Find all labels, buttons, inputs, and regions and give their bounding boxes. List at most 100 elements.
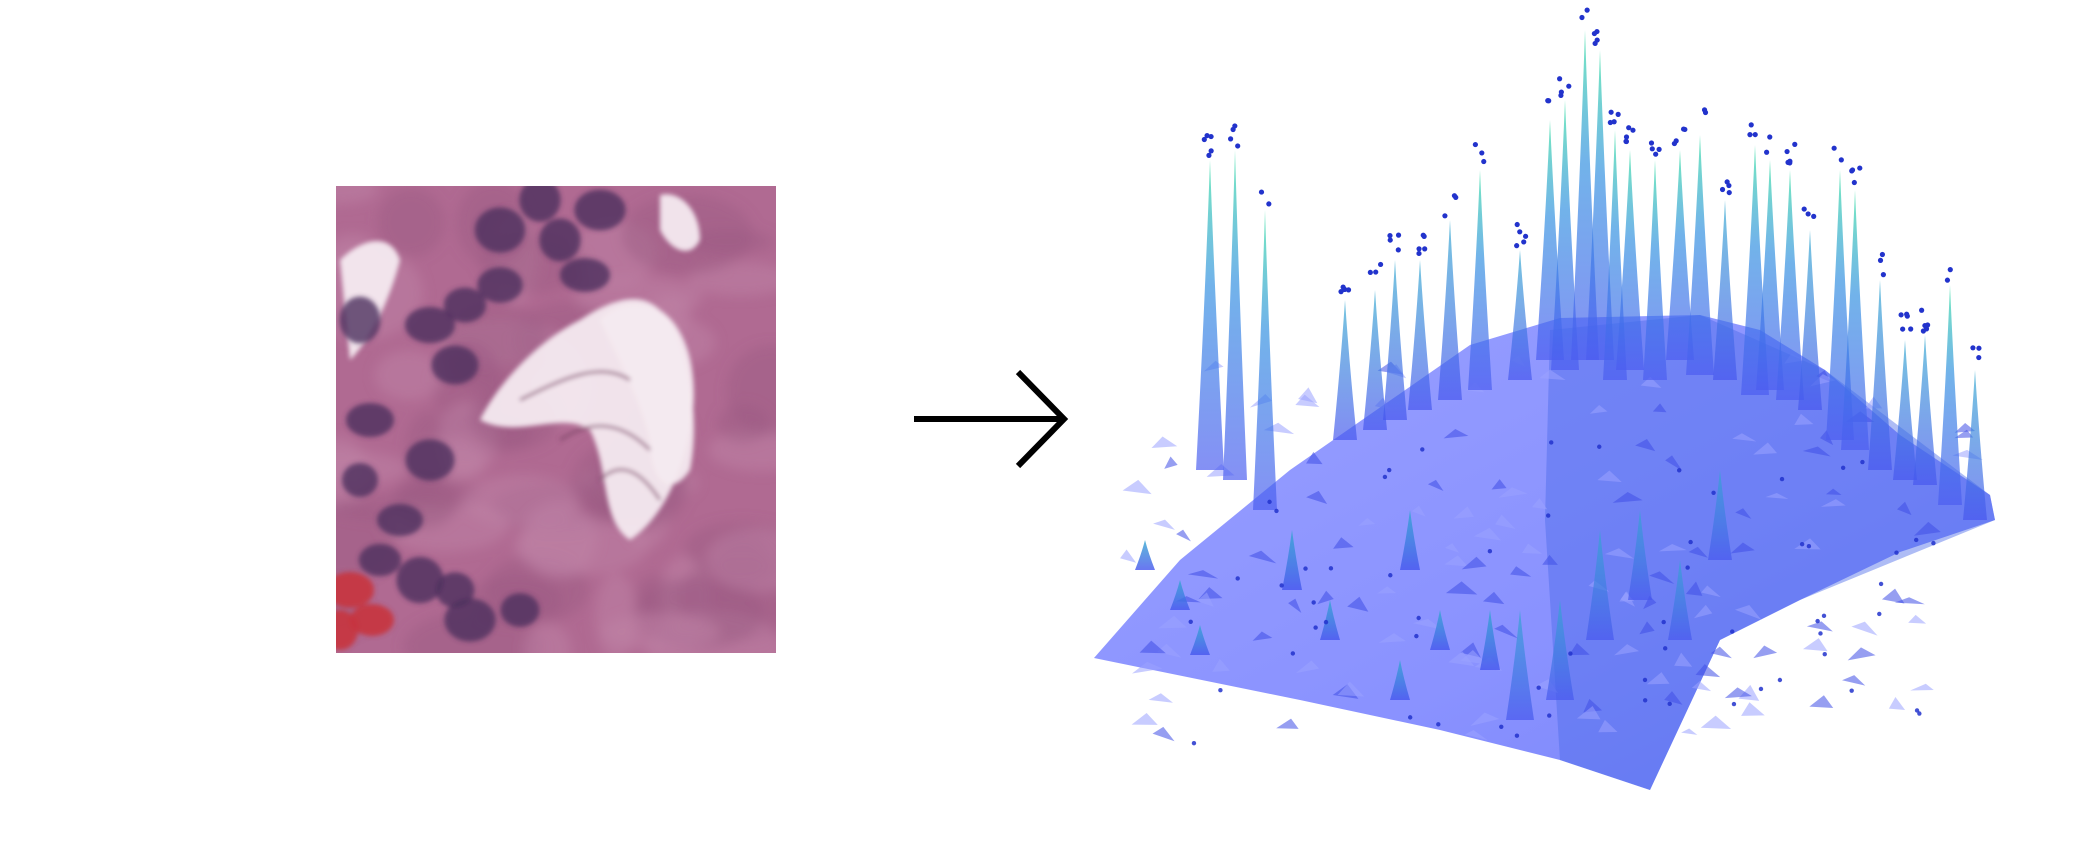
surface-peaks (1135, 30, 1987, 720)
stroma-blob (374, 350, 444, 401)
surface-ripple (1252, 631, 1273, 641)
data-point (1451, 193, 1458, 199)
surface-ripple (1794, 413, 1814, 426)
surface-ripple (1412, 618, 1443, 630)
data-point (1667, 701, 1672, 707)
data-point (1851, 179, 1857, 186)
surface-ripple (1724, 687, 1752, 699)
data-point (1821, 613, 1827, 619)
surface-ripple (1276, 718, 1299, 729)
data-point (1784, 148, 1790, 155)
surface-ripple (1347, 596, 1369, 612)
surface-ripple (1494, 624, 1519, 639)
surface-ripple (1122, 479, 1152, 495)
data-point (1387, 237, 1393, 243)
data-point (1908, 326, 1914, 332)
data-point (1557, 76, 1563, 82)
data-point (1566, 83, 1572, 89)
surface-ripple (1151, 436, 1178, 448)
data-point (1726, 182, 1732, 189)
surface-ripple (1461, 556, 1487, 570)
surface-ripple (1664, 691, 1683, 705)
surface-ripple (1298, 387, 1318, 404)
surface-ripple (1482, 591, 1505, 605)
surface-ripple (1212, 658, 1230, 672)
data-point (1290, 651, 1296, 656)
data-point (1416, 246, 1422, 252)
data-point (1549, 440, 1554, 445)
data-point (1416, 250, 1422, 257)
data-point (1191, 740, 1197, 746)
data-point (1514, 243, 1520, 249)
stroma-blob (377, 187, 445, 258)
surface-ripple (1453, 506, 1475, 519)
data-point (1649, 146, 1655, 152)
surface-ripple (1809, 695, 1834, 709)
surface-ripple (1910, 683, 1934, 691)
blood-cell (350, 604, 394, 636)
data-point (1547, 713, 1552, 718)
data-point (1779, 476, 1785, 482)
stroma-blob (706, 528, 776, 593)
data-point (1536, 685, 1541, 690)
data-point (1267, 499, 1272, 505)
data-point (1279, 583, 1284, 588)
surface-peak (1430, 610, 1450, 650)
surface-ripple (1688, 546, 1708, 558)
data-point (1481, 158, 1487, 165)
data-point (1206, 152, 1212, 158)
data-point (1266, 201, 1272, 207)
surface-peak (1480, 610, 1500, 670)
stroma-blob (726, 345, 776, 437)
data-point (1414, 633, 1419, 639)
data-point (1584, 7, 1590, 13)
data-point (1303, 566, 1308, 571)
surface-peak (1893, 340, 1917, 480)
data-point (1688, 539, 1693, 545)
data-point (1726, 189, 1732, 196)
surface-ripple (1445, 543, 1460, 553)
surface-ripple (1635, 438, 1656, 452)
surface-peak (1320, 600, 1340, 640)
data-point (1514, 733, 1520, 738)
data-point (1777, 677, 1783, 683)
surface-peak (1666, 150, 1694, 360)
surface-ripple (1263, 422, 1295, 435)
nucleus (443, 287, 487, 323)
surface-ripple (1358, 517, 1376, 526)
data-point (1919, 307, 1925, 313)
data-point (1311, 600, 1316, 605)
data-point (1748, 122, 1754, 128)
surface-peak (1776, 170, 1804, 400)
surface-ripple (1491, 479, 1507, 490)
data-point (1642, 698, 1648, 703)
surface-ripple (1448, 651, 1475, 667)
surface-ripple (1701, 585, 1721, 598)
surface-peak (1390, 660, 1410, 700)
data-point (1904, 311, 1910, 317)
tissue-patch-image (336, 186, 776, 653)
surface-ripple (1913, 521, 1941, 536)
data-point (1976, 354, 1982, 361)
surface-ripple (1665, 455, 1683, 471)
data-point (1407, 715, 1413, 720)
data-point (1792, 141, 1798, 148)
data-point (1545, 98, 1551, 104)
data-point (1623, 138, 1630, 145)
data-point (1188, 619, 1193, 624)
surface-ripple (1158, 615, 1187, 629)
data-point (1682, 126, 1688, 133)
blood-cell (336, 610, 358, 650)
surface-ripple (1444, 555, 1468, 567)
surface-peak (1196, 160, 1224, 470)
surface-ripple (1802, 446, 1831, 457)
nucleus (500, 593, 540, 627)
surface-ripple (1531, 498, 1548, 510)
surface-ripple (1378, 633, 1407, 643)
data-point (1201, 136, 1207, 143)
nucleus (345, 402, 395, 438)
data-point (1642, 677, 1648, 683)
surface-ripple (1700, 715, 1732, 729)
data-point (1395, 247, 1401, 253)
